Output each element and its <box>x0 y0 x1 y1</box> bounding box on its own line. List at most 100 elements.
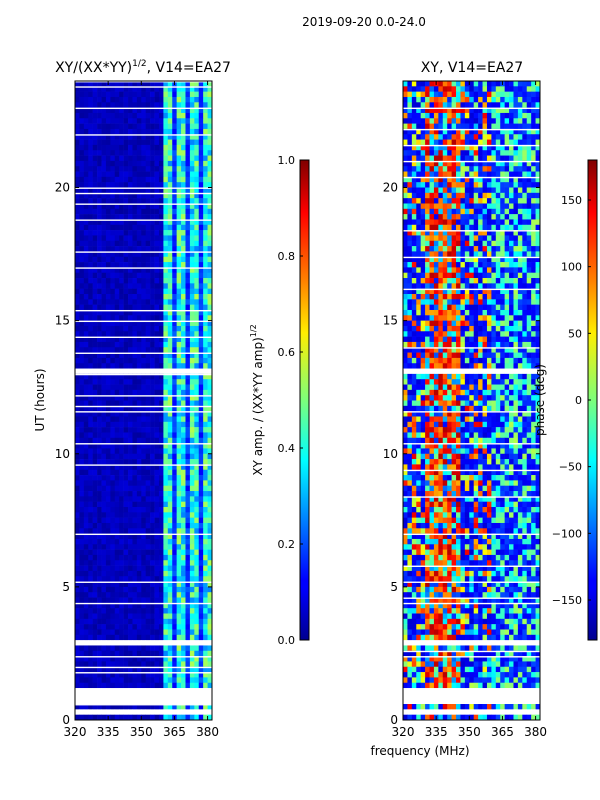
heat-cell-0 <box>97 661 102 668</box>
heat-cell-0 <box>92 501 98 508</box>
heat-cell-0 <box>97 459 102 465</box>
heat-cell-0 <box>123 517 129 524</box>
heat-cell-0 <box>136 341 142 348</box>
heat-cell-0 <box>75 698 80 705</box>
heat-cell-0 <box>136 613 142 620</box>
heat-cell-1 <box>407 219 413 226</box>
heat-cell-0 <box>207 640 213 646</box>
heat-cell-0 <box>132 448 138 455</box>
heat-cell-0 <box>194 379 200 385</box>
heat-cell-0 <box>203 421 208 428</box>
heat-cell-0 <box>172 155 177 162</box>
heat-cell-0 <box>181 219 186 226</box>
heat-cell-0 <box>136 507 142 513</box>
heat-cell-0 <box>198 554 204 561</box>
heat-cell-0 <box>185 656 191 662</box>
heat-cell-1 <box>482 214 488 220</box>
heat-cell-0 <box>119 325 124 332</box>
heat-cell-0 <box>97 480 102 487</box>
heat-cell-0 <box>198 134 204 140</box>
heat-cell-0 <box>176 661 182 668</box>
heat-cell-0 <box>88 315 93 321</box>
heat-cell-0 <box>123 693 129 700</box>
heat-cell-0 <box>88 166 93 172</box>
heat-cell-0 <box>181 624 186 630</box>
heat-cell-1 <box>522 86 528 92</box>
heat-cell-0 <box>128 379 133 385</box>
heat-cell-1 <box>517 230 523 236</box>
heat-cell-1 <box>531 107 536 114</box>
heat-cell-0 <box>198 517 204 524</box>
heat-cell-0 <box>141 602 147 609</box>
heat-cell-1 <box>495 118 501 124</box>
heat-cell-0 <box>167 294 173 300</box>
heat-cell-1 <box>473 150 479 156</box>
heat-cell-0 <box>114 597 120 604</box>
heat-cell-0 <box>97 709 102 715</box>
heat-cell-1 <box>425 96 430 103</box>
heat-cell-1 <box>469 107 475 114</box>
heat-cell-0 <box>105 629 111 636</box>
heat-cell-0 <box>101 682 107 689</box>
heat-cell-1 <box>403 224 408 231</box>
heat-cell-0 <box>114 538 120 545</box>
heat-cell-0 <box>154 544 160 550</box>
heat-cell-0 <box>207 304 213 311</box>
heat-cell-0 <box>181 304 186 311</box>
heat-cell-0 <box>154 613 160 620</box>
heat-cell-0 <box>185 283 191 289</box>
heat-cell-0 <box>203 459 208 465</box>
heat-cell-0 <box>203 96 208 103</box>
heat-cell-0 <box>163 533 169 540</box>
heat-cell-0 <box>132 134 138 140</box>
heat-cell-0 <box>189 592 195 598</box>
heat-cell-0 <box>88 688 93 694</box>
heat-cell-0 <box>79 491 85 497</box>
heat-cell-1 <box>429 272 435 279</box>
heat-cell-1 <box>517 256 523 263</box>
heat-cell-0 <box>92 166 98 172</box>
heat-cell-0 <box>88 363 93 369</box>
heat-cell-0 <box>114 379 120 385</box>
heat-cell-1 <box>451 112 457 119</box>
heat-cell-0 <box>136 618 142 625</box>
heat-cell-0 <box>185 634 191 641</box>
heat-cell-0 <box>128 581 133 588</box>
heat-cell-0 <box>101 352 107 359</box>
heat-cell-0 <box>88 496 93 502</box>
heat-cell-0 <box>97 421 102 428</box>
heat-cell-0 <box>185 624 191 630</box>
heat-cell-0 <box>150 666 155 673</box>
heat-cell-0 <box>181 570 186 577</box>
heat-cell-0 <box>172 331 177 337</box>
heat-cell-1 <box>495 256 501 263</box>
heat-cell-0 <box>97 512 102 518</box>
heat-cell-0 <box>123 187 129 194</box>
heat-cell-0 <box>158 320 164 327</box>
heat-cell-0 <box>198 475 204 481</box>
heat-cell-1 <box>429 219 435 226</box>
heat-cell-1 <box>447 118 452 124</box>
heat-cell-1 <box>433 214 439 220</box>
heat-cell-1 <box>411 144 417 151</box>
heat-cell-1 <box>486 107 492 114</box>
heat-cell-1 <box>531 187 536 194</box>
heat-cell-0 <box>145 192 151 199</box>
heat-cell-0 <box>176 267 182 274</box>
heat-cell-1 <box>478 128 483 135</box>
heat-cell-0 <box>158 624 164 630</box>
heat-cell-0 <box>128 288 133 295</box>
heat-cell-0 <box>136 416 142 423</box>
heat-cell-0 <box>136 469 142 476</box>
heat-cell-0 <box>163 586 169 593</box>
heat-cell-0 <box>88 554 93 561</box>
heat-cell-0 <box>128 443 133 449</box>
heat-cell-0 <box>75 395 80 401</box>
heat-cell-0 <box>110 661 116 668</box>
heat-cell-0 <box>75 709 80 715</box>
heat-cell-0 <box>132 485 138 492</box>
flag-line-0 <box>75 187 212 189</box>
heat-cell-0 <box>83 469 89 476</box>
heat-cell-0 <box>88 230 93 236</box>
heat-cell-0 <box>141 272 147 279</box>
